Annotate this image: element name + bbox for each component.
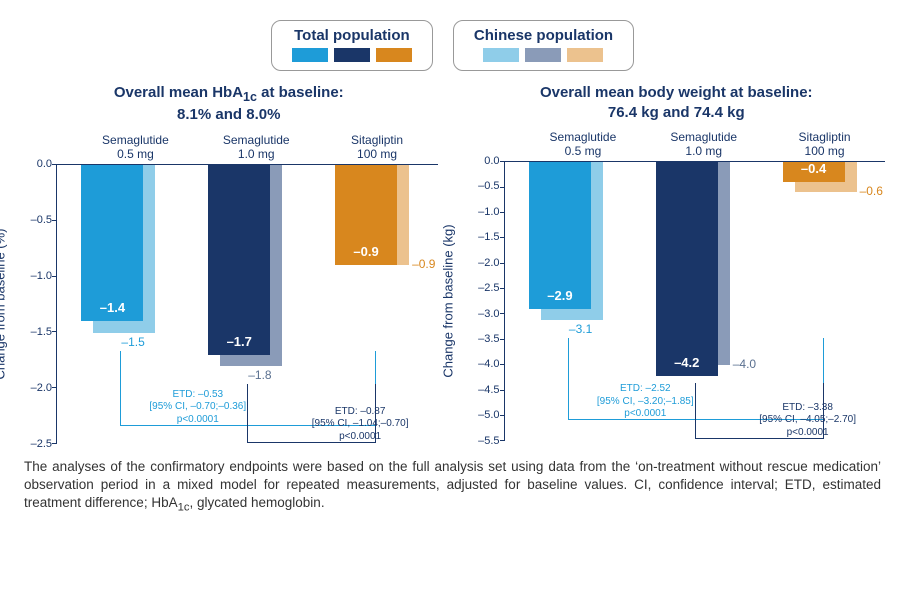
legend-chinese: Chinese population [453,20,634,71]
y-axis: 0.0–0.5–1.0–1.5–2.0–2.5Change from basel… [20,164,56,444]
y-tick: –0.5 [31,214,52,226]
y-axis-label: Change from baseline (kg) [440,224,455,377]
etd-text: ETD: –0.87[95% CI, –1.04;–0.70]p<0.0001 [305,406,415,444]
bar-total: –1.7 [208,165,270,355]
y-tick: –2.0 [478,257,499,269]
bar-total: –0.9 [335,165,397,266]
swatch [525,48,561,62]
group-labels: Semaglutide0.5 mgSemaglutide1.0 mgSitagl… [75,133,438,162]
chart-title: Overall mean body weight at baseline:76.… [468,83,886,122]
y-tick: –2.0 [31,382,52,394]
swatch [334,48,370,62]
bar-total: –2.9 [529,162,591,310]
y-tick: –2.5 [478,282,499,294]
y-axis-label: Change from baseline (%) [0,228,8,379]
bar-value-total: –1.4 [81,300,143,315]
y-tick: –4.5 [478,384,499,396]
group-label: Semaglutide0.5 mg [523,130,644,159]
swatch [292,48,328,62]
chart-right: Overall mean body weight at baseline:76.… [468,83,886,444]
legend-total-title: Total population [292,27,412,44]
footnote-post: , glycated hemoglobin. [189,495,324,510]
y-tick: –5.0 [478,409,499,421]
y-axis: 0.0–0.5–1.0–1.5–2.0–2.5–3.0–3.5–4.0–4.5–… [468,161,504,441]
bar-value-total: –0.9 [335,244,397,259]
legend-row: Total population Chinese population [20,20,885,71]
y-tick: –0.5 [478,180,499,192]
group-label: Semaglutide1.0 mg [643,130,764,159]
y-tick: –3.5 [478,333,499,345]
plot-area: –1.4–1.5–1.7–1.8–0.9–0.9ETD: –0.53[95% C… [56,164,438,444]
bar-value-chinese: –1.5 [121,335,144,349]
y-tick: –4.0 [478,358,499,370]
y-tick: –5.5 [478,435,499,447]
y-tick: –1.5 [478,231,499,243]
y-tick: –3.0 [478,308,499,320]
y-tick: –1.0 [31,270,52,282]
swatch [483,48,519,62]
footnote-pre: The analyses of the confirmatory endpoin… [24,459,881,510]
plot-area: –2.9–3.1–4.2–4.0–0.4–0.6ETD: –2.52[95% C… [504,161,886,441]
plot-wrap: 0.0–0.5–1.0–1.5–2.0–2.5Change from basel… [20,164,438,444]
swatch [567,48,603,62]
legend-chinese-title: Chinese population [474,27,613,44]
y-tick: –1.5 [31,326,52,338]
etd-text: ETD: –2.52[95% CI, –3.20;–1.85]p<0.0001 [590,383,700,421]
plot-wrap: 0.0–0.5–1.0–1.5–2.0–2.5–3.0–3.5–4.0–4.5–… [468,161,886,441]
bar-value-chinese: –3.1 [569,322,592,336]
swatch [376,48,412,62]
group-label: Sitagliptin100 mg [317,133,438,162]
footnote-sub: 1c [178,502,190,514]
charts-row: Overall mean HbA1c at baseline:8.1% and … [20,83,885,444]
bar-total: –1.4 [81,165,143,322]
group-label: Semaglutide1.0 mg [196,133,317,162]
legend-total-swatches [292,48,412,62]
bar-value-chinese: –0.6 [860,184,883,198]
legend-chinese-swatches [474,48,613,62]
group-label: Semaglutide0.5 mg [75,133,196,162]
y-tick: 0.0 [37,158,52,170]
y-tick: –1.0 [478,206,499,218]
bar-value-total: –2.9 [529,288,591,303]
y-tick: –2.5 [31,438,52,450]
bar-value-total: –0.4 [783,161,845,176]
y-tick: 0.0 [484,155,499,167]
legend-total: Total population [271,20,433,71]
bar-value-total: –1.7 [208,334,270,349]
group-label: Sitagliptin100 mg [764,130,885,159]
footnote: The analyses of the confirmatory endpoin… [20,458,885,516]
group-labels: Semaglutide0.5 mgSemaglutide1.0 mgSitagl… [523,130,886,159]
etd-text: ETD: –3.38[95% CI, –4.05;–2.70]p<0.0001 [753,402,863,440]
chart-left: Overall mean HbA1c at baseline:8.1% and … [20,83,438,444]
bar-value-chinese: –0.9 [412,257,435,271]
bar-total: –0.4 [783,162,845,182]
chart-title: Overall mean HbA1c at baseline:8.1% and … [20,83,438,125]
etd-text: ETD: –0.53[95% CI, –0.70;–0.36]p<0.0001 [143,389,253,427]
